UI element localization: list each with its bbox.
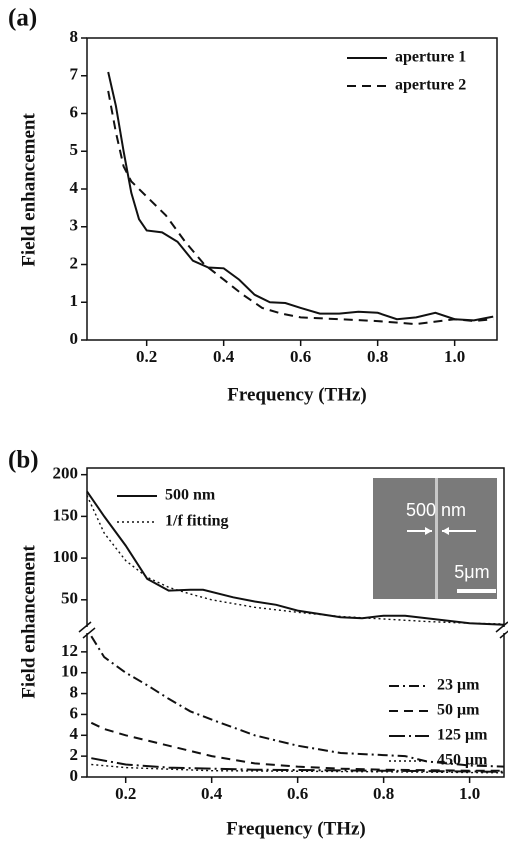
legend-label: 1/f fitting [165, 513, 229, 530]
inset-label: 500 nm [406, 500, 466, 520]
y-tick-label: 3 [70, 216, 79, 235]
y-tick-label: 100 [53, 547, 79, 566]
x-tick-label: 1.0 [459, 784, 480, 803]
x-tick-label: 1.0 [444, 347, 465, 366]
inset-image: 500 nm 5μm [373, 478, 497, 599]
x-tick-label: 0.2 [136, 347, 157, 366]
y-axis-label: Field enhancement [18, 545, 39, 699]
axis-break-gap [79, 627, 95, 633]
data-line [91, 763, 505, 774]
y-tick-label: 0 [70, 766, 79, 785]
legend-label: 500 nm [165, 487, 216, 504]
legend-label: 450 μm [437, 752, 488, 769]
axis-break [78, 621, 92, 633]
data-line [90, 721, 504, 772]
x-axis-label: Frequency (THz) [227, 384, 367, 405]
data-line [86, 495, 505, 625]
x-tick-label: 0.2 [115, 784, 136, 803]
legend-label: aperture 1 [395, 49, 466, 66]
y-tick-label: 10 [61, 662, 78, 681]
y-tick-label: 6 [70, 102, 79, 121]
y-tick-label: 4 [70, 178, 79, 197]
x-tick-label: 0.6 [287, 784, 308, 803]
y-tick-label: 1 [70, 291, 79, 310]
y-tick-label: 200 [53, 464, 79, 483]
data-line [91, 757, 505, 773]
y-tick-label: 8 [70, 682, 79, 701]
x-tick-label: 0.6 [290, 347, 311, 366]
panel-label: (a) [8, 5, 37, 32]
axis-break [495, 621, 508, 633]
x-tick-label: 0.8 [367, 347, 388, 366]
y-tick-label: 2 [70, 745, 79, 764]
y-tick-label: 150 [53, 505, 79, 524]
arrow-head [425, 527, 432, 535]
plot-frame [86, 467, 505, 778]
y-tick-label: 50 [61, 589, 78, 608]
x-tick-label: 0.4 [213, 347, 235, 366]
y-tick-label: 8 [70, 27, 79, 46]
y-tick-label: 12 [61, 641, 78, 660]
x-tick-label: 0.8 [373, 784, 394, 803]
panel-label: (b) [8, 447, 39, 474]
y-tick-label: 5 [70, 140, 79, 159]
axis-break [499, 630, 508, 639]
arrow-head [442, 527, 449, 535]
y-tick-label: 2 [70, 253, 79, 272]
y-axis-label: Field enhancement [18, 113, 39, 267]
legend-label: 125 μm [437, 727, 488, 744]
legend-label: aperture 2 [395, 77, 466, 94]
legend-label: 23 μm [437, 677, 480, 694]
axis-break [82, 627, 96, 639]
y-tick-label: 4 [70, 724, 79, 743]
scale-label: 5μm [454, 562, 489, 582]
data-line [107, 71, 494, 322]
data-line [90, 635, 505, 768]
y-tick-label: 7 [70, 65, 79, 84]
slit [435, 478, 438, 599]
y-tick-label: 0 [70, 329, 79, 348]
data-line [107, 90, 494, 326]
y-tick-label: 6 [70, 703, 79, 722]
axis-break-gap [496, 627, 508, 633]
data-line [86, 490, 505, 626]
x-axis-label: Frequency (THz) [226, 818, 366, 839]
x-tick-label: 0.4 [201, 784, 223, 803]
legend-label: 50 μm [437, 702, 480, 719]
